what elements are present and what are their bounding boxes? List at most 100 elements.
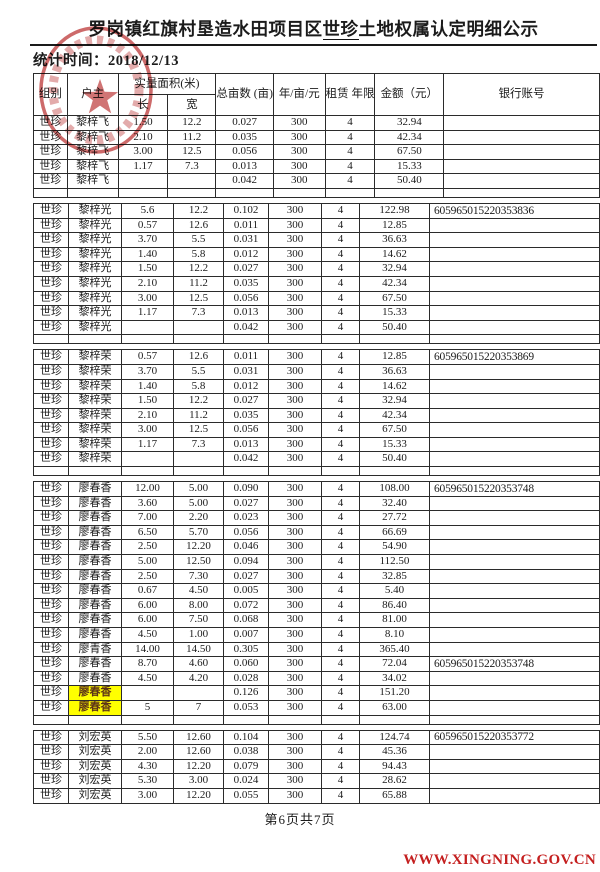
- empty-separator-row: [33, 714, 600, 725]
- cell-price: 300: [268, 744, 322, 760]
- cell-years: 4: [321, 641, 360, 658]
- table-row: 世珍 黎梓荣 3.70 5.5 0.031 300 4 36.63: [33, 363, 600, 380]
- cell-years: 4: [321, 670, 360, 687]
- table-row: 世珍 刘宏英 5.30 3.00 0.024 300 4 28.62: [33, 773, 600, 789]
- cell-wid: [173, 685, 224, 701]
- cell-price: 300: [268, 627, 322, 643]
- table-row: 世珍 黎梓光 1.40 5.8 0.012 300 4 14.62: [33, 246, 600, 263]
- cell-group: 世珍: [33, 612, 69, 628]
- cell-wid: 12.2: [173, 261, 224, 277]
- cell-price: 300: [268, 670, 322, 687]
- cell-account: [429, 451, 600, 468]
- cell-len: 2.10: [121, 407, 174, 424]
- cell-account: 605965015220353869: [429, 349, 600, 365]
- cell-mu: 0.068: [223, 612, 269, 628]
- cell-len: 14.00: [121, 641, 174, 658]
- empty-cell: [321, 714, 360, 725]
- cell-group: 世珍: [33, 597, 69, 614]
- cell-mu: 0.012: [223, 246, 269, 263]
- cell-amount: 32.85: [359, 568, 430, 585]
- cell-price: 300: [268, 290, 322, 307]
- cell-len: 6.50: [121, 524, 174, 541]
- cell-wid: 12.20: [173, 539, 224, 556]
- cell-owner: 黎梓飞: [66, 129, 119, 146]
- table-row: 世珍 廖春香 6.50 5.70 0.056 300 4 66.69: [33, 524, 600, 541]
- empty-cell: [223, 334, 269, 345]
- empty-cell: [429, 334, 600, 345]
- cell-amount: 14.62: [359, 246, 430, 263]
- cell-years: 4: [321, 422, 360, 438]
- cell-group: 世珍: [33, 115, 68, 131]
- table-row: 世珍 黎梓荣 2.10 11.2 0.035 300 4 42.34: [33, 407, 600, 424]
- cell-wid: 12.5: [173, 422, 224, 438]
- col-header-lease-years: 租赁 年限: [324, 73, 376, 116]
- cell-amount: 32.94: [359, 261, 430, 277]
- cell-group: 世珍: [33, 554, 69, 570]
- table-row: 世珍 廖春香 12.00 5.00 0.090 300 4 108.00 60596501522…: [33, 481, 600, 497]
- cell-amount: 108.00: [359, 481, 430, 497]
- empty-cell: [121, 466, 174, 477]
- cell-amount: 63.00: [359, 699, 430, 716]
- cell-amount: 5.40: [359, 583, 430, 599]
- cell-group: 世珍: [33, 217, 69, 234]
- cell-years: 4: [321, 524, 360, 541]
- cell-years: 4: [321, 597, 360, 614]
- cell-wid: 12.2: [173, 393, 224, 409]
- cell-mu: 0.055: [223, 787, 269, 804]
- cell-years: 4: [321, 729, 360, 746]
- cell-owner: 刘宏英: [68, 744, 122, 760]
- cell-years: 4: [321, 290, 360, 307]
- cell-years: 4: [321, 217, 360, 234]
- cell-owner: 黎梓光: [68, 202, 122, 219]
- cell-wid: 5.70: [173, 524, 224, 541]
- cell-group: 世珍: [33, 758, 69, 775]
- cell-len: 3.70: [121, 363, 174, 380]
- table-blocks: 组别 户主 实量面积(米) 总亩数 (亩) 年/亩/元 租赁 年限 金额（元） …: [0, 73, 600, 804]
- cell-wid: 11.2: [167, 129, 217, 146]
- cell-account: [429, 393, 600, 409]
- cell-len: 0.57: [121, 349, 174, 365]
- cell-wid: 7.3: [167, 158, 217, 175]
- col-header-group: 组别: [33, 73, 68, 116]
- cell-wid: 5.8: [173, 246, 224, 263]
- cell-mu: 0.056: [215, 144, 274, 160]
- cell-amount: 15.33: [359, 305, 430, 321]
- cell-account: [443, 158, 600, 175]
- cell-years: 4: [321, 510, 360, 526]
- cell-account: [429, 378, 600, 395]
- cell-group: 世珍: [33, 422, 69, 438]
- cell-len: 1.50: [117, 115, 169, 131]
- table-row: 世珍 黎梓荣 1.17 7.3 0.013 300 4 15.33: [33, 436, 600, 453]
- table-row: 世珍 廖春香 2.50 7.30 0.027 300 4 32.85: [33, 568, 600, 585]
- cell-len: 1.50: [121, 261, 174, 277]
- cell-wid: 3.00: [173, 773, 224, 789]
- cell-account: 605965015220353772: [429, 729, 600, 746]
- cell-amount: 42.34: [359, 407, 430, 424]
- cell-amount: 54.90: [359, 539, 430, 556]
- title-prefix: 罗岗镇红旗村垦造水田项目区: [88, 19, 323, 39]
- cell-years: 4: [321, 481, 360, 497]
- cell-group: 世珍: [33, 510, 69, 526]
- cell-len: 2.10: [117, 129, 169, 146]
- table-row: 世珍 黎梓荣 0.57 12.6 0.011 300 4 12.85 6059650152203…: [33, 349, 600, 365]
- cell-mu: 0.024: [223, 773, 269, 789]
- cell-len: 1.50: [121, 393, 174, 409]
- cell-amount: 94.43: [359, 758, 430, 775]
- cell-price: 300: [268, 685, 322, 701]
- cell-mu: 0.023: [223, 510, 269, 526]
- cell-owner: 廖青香: [68, 641, 122, 658]
- cell-group: 世珍: [33, 129, 68, 146]
- cell-account: [429, 246, 600, 263]
- table-row: 世珍 黎梓飞 1.50 12.2 0.027 300 4 32.94: [33, 115, 600, 131]
- cell-owner: 黎梓荣: [68, 422, 122, 438]
- cell-price: 300: [268, 363, 322, 380]
- cell-len: 2.10: [121, 275, 174, 292]
- cell-account: [429, 436, 600, 453]
- cell-amount: 365.40: [359, 641, 430, 658]
- cell-price: 300: [268, 568, 322, 585]
- title-suffix: 土地权属认定明细公示: [358, 19, 539, 39]
- cell-mu: 0.027: [223, 261, 269, 277]
- empty-cell: [443, 187, 600, 198]
- cell-len: 0.57: [121, 217, 174, 234]
- land-rights-table-block: 世珍 黎梓光 5.6 12.2 0.102 300 4 122.98 6059650152203…: [33, 202, 600, 345]
